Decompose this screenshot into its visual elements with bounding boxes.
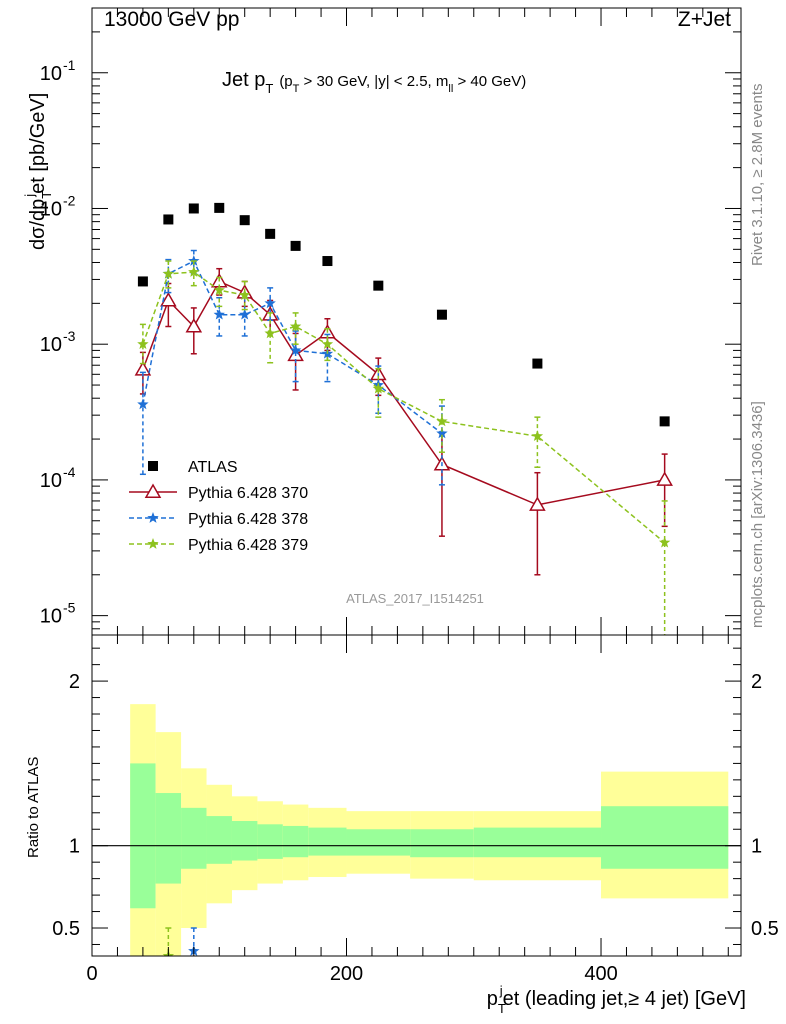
data-point [436, 415, 448, 427]
data-point [185, 317, 203, 333]
data-point [289, 320, 302, 332]
data-point [137, 398, 149, 410]
uncertainty-bands [92, 704, 741, 956]
y-tick-label: 10 [40, 470, 62, 492]
band-inner-bin [282, 825, 309, 858]
legend-label: Pythia 6.428 370 [188, 485, 308, 502]
data-point [321, 338, 334, 350]
y-tick-label: 10 [40, 334, 62, 356]
data-point [322, 256, 333, 267]
data-point [289, 344, 302, 356]
data-point [162, 267, 175, 279]
data-point [188, 203, 199, 214]
legend-label: Pythia 6.428 379 [188, 537, 308, 554]
data-point [659, 416, 670, 427]
legend-label: ATLAS [188, 459, 238, 476]
ratio-y-tick-label: 1 [69, 836, 80, 858]
data-point [160, 291, 177, 307]
ratio-y-tick-label-right: 1 [751, 836, 762, 858]
data-point [529, 496, 546, 511]
x-tick-label: 0 [86, 963, 97, 985]
data-point [264, 327, 276, 339]
y-tick-label: 10 [40, 63, 62, 85]
ratio-y-tick-label: 0.5 [52, 918, 80, 940]
band-inner-bin [601, 806, 729, 869]
band-inner-bin [231, 821, 258, 861]
chart-title: Jet pT (pT > 30 GeV, |y| < 2.5, mll > 40 … [222, 69, 526, 96]
y-tick-exponent: -1 [63, 57, 76, 73]
legend-marker [148, 461, 158, 471]
legend: ATLAS Pythia 6.428 370 Pythia 6.428 378 Pyt… [129, 459, 308, 554]
legend-marker [144, 483, 162, 498]
data-point [188, 266, 200, 277]
data-point [265, 228, 276, 239]
y-tick-exponent: -4 [63, 464, 76, 480]
data-series [134, 202, 673, 635]
band-inner-bin [473, 827, 602, 858]
band-inner-bin [155, 793, 182, 884]
y-tick-exponent: -2 [63, 192, 76, 208]
data-point [658, 536, 671, 548]
y-tick-label: 10 [40, 606, 62, 628]
data-point [532, 358, 543, 369]
band-inner-bin [206, 816, 232, 864]
data-point [214, 202, 225, 213]
band-inner-bin [346, 829, 411, 856]
legend-marker [147, 512, 159, 523]
ratio-y-tick-label: 2 [69, 671, 80, 693]
series-line [142, 271, 666, 544]
band-inner-bin [130, 763, 156, 909]
energy-label: 13000 GeV pp [104, 8, 239, 31]
x-axis-label: pTjet (leading jet,≥ 4 jet) [GeV] [487, 983, 746, 1016]
ratio-y-tick-label-right: 2 [751, 671, 762, 693]
band-inner-bin [410, 829, 474, 858]
data-point [264, 297, 276, 309]
x-tick-label: 200 [330, 963, 363, 985]
data-point [290, 240, 301, 251]
data-point [373, 280, 384, 291]
band-inner-bin [257, 824, 283, 859]
process-label: Z+Jet [678, 8, 731, 31]
band-inner-bin [308, 827, 347, 856]
series-line [142, 259, 443, 434]
y-tick-exponent: -5 [63, 600, 76, 616]
ratio-frame [91, 634, 742, 957]
data-point [239, 289, 251, 300]
data-point [656, 471, 673, 486]
y-axis-label: dσ/dpTjet [pb/GeV] [22, 93, 54, 250]
legend-label: Pythia 6.428 378 [188, 511, 308, 528]
analysis-watermark: ATLAS_2017_I1514251 [346, 591, 484, 606]
x-tick-label: 400 [584, 963, 617, 985]
data-point [436, 427, 448, 439]
ratio-y-tick-label-right: 0.5 [751, 918, 779, 940]
data-point [213, 284, 225, 296]
data-point [436, 309, 447, 320]
rivet-label: Rivet 3.1.10, ≥ 2.8M events [749, 84, 766, 267]
data-point [137, 276, 148, 287]
series-line [142, 280, 665, 506]
data-point [213, 308, 225, 320]
y-tick-exponent: -3 [63, 328, 76, 344]
y-tick-label: 10 [40, 198, 62, 220]
data-point [239, 215, 250, 226]
band-inner-bin [181, 807, 207, 869]
data-point [239, 308, 251, 320]
data-point [137, 338, 149, 350]
data-point [372, 382, 385, 394]
data-point [531, 430, 544, 442]
mcplots-label: mcplots.cern.ch [arXiv:1306.3436] [749, 401, 766, 628]
data-point [163, 214, 174, 225]
legend-marker [147, 538, 159, 549]
ratio-y-axis-label: Ratio to ATLAS [25, 757, 42, 858]
